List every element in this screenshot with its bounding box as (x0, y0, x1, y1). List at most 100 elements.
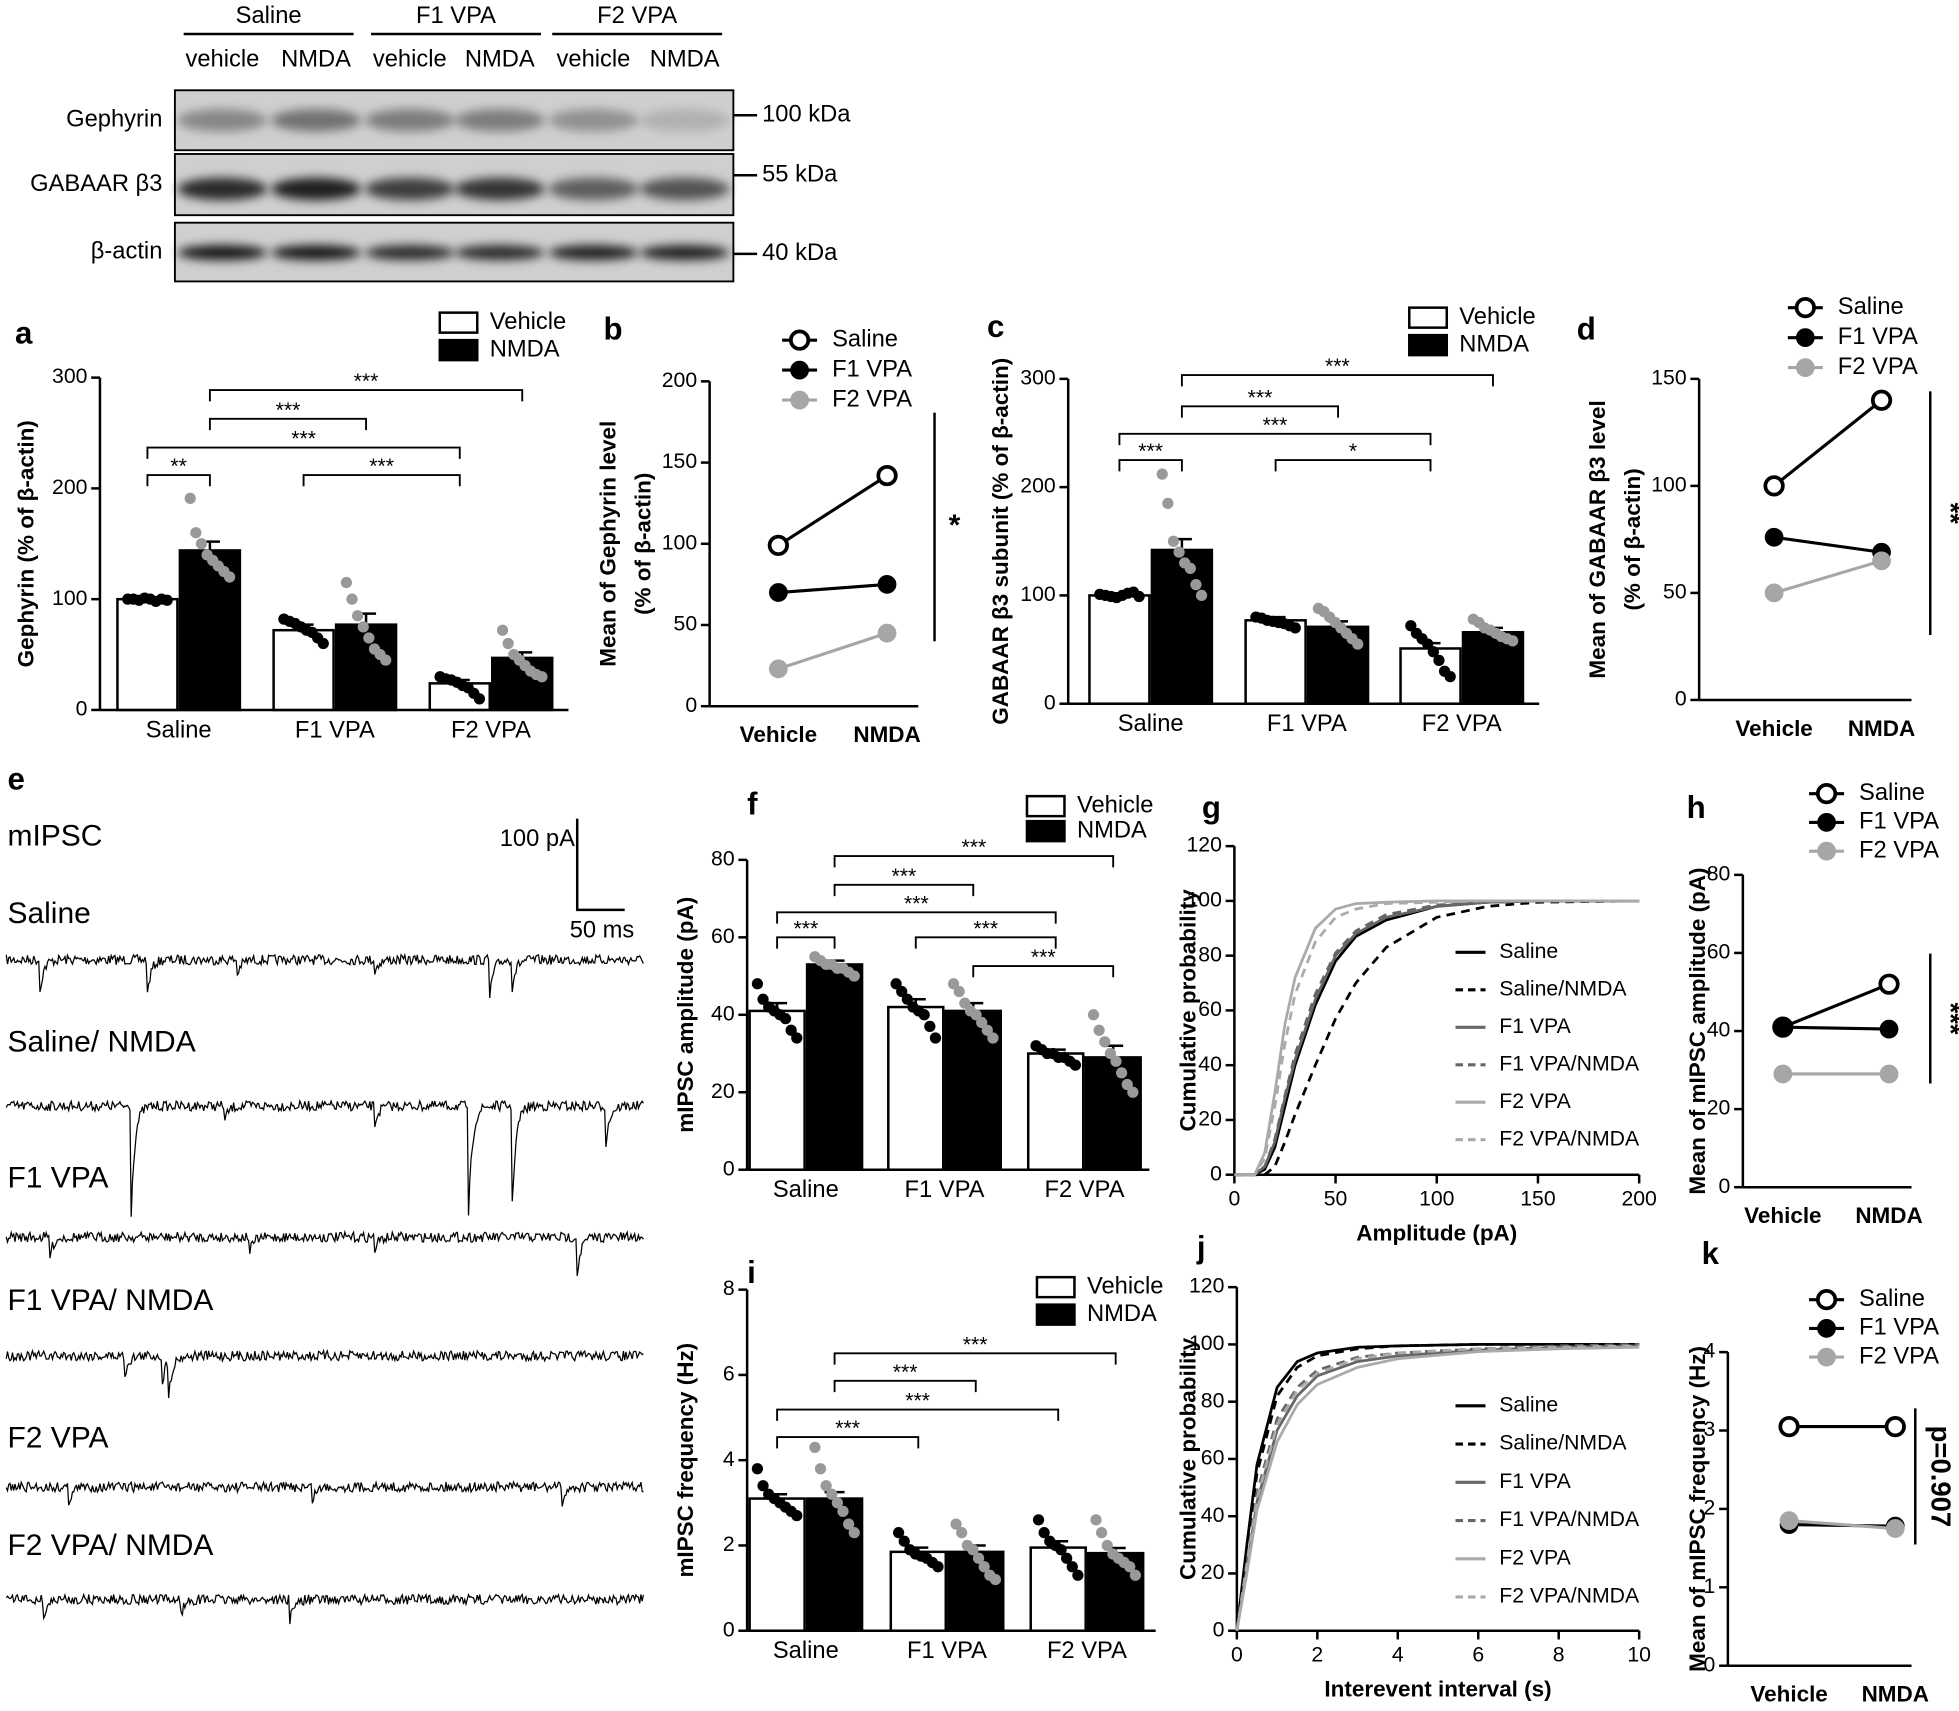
cdf-line (1234, 899, 1640, 1177)
y-tick-label: 2 (1704, 1497, 1716, 1520)
y-tick-label: 20 (1201, 1561, 1225, 1584)
data-point (1190, 578, 1202, 591)
data-point (317, 637, 329, 650)
y-tick-label: 150 (662, 450, 697, 473)
bar (1084, 1056, 1142, 1171)
bar (805, 1497, 864, 1632)
y-tick-label: 50 (674, 613, 698, 636)
legend-label: F1 VPA (1838, 324, 1918, 350)
data-point (1173, 546, 1185, 558)
y-tick-label: 50 (1663, 581, 1687, 604)
data-point (932, 1561, 944, 1573)
bar (805, 963, 864, 1171)
data-point (978, 1561, 990, 1573)
sig-bracket (1118, 432, 1432, 446)
data-point (843, 1518, 855, 1530)
y-axis-label: Cumulative probability (1175, 1337, 1200, 1580)
sig-bracket (1274, 459, 1432, 472)
blot-band (454, 109, 545, 132)
data-point (947, 978, 960, 990)
data-point (768, 659, 788, 679)
trace-label: F2 VPA (7, 1421, 108, 1454)
sig-bracket (146, 446, 461, 459)
legend-marker (1795, 358, 1815, 377)
blot-panel (173, 153, 735, 217)
y-tick-label: 8 (723, 1277, 735, 1300)
y-tick-label: 100 (662, 531, 697, 554)
data-point (890, 978, 902, 990)
scale-y: 100 pA (500, 826, 575, 852)
y-tick-label: 60 (1198, 998, 1222, 1021)
x-tick-label: 10 (1627, 1643, 1651, 1666)
data-point (989, 1573, 1002, 1586)
x-tick-label: NMDA (1848, 716, 1915, 741)
blot-band (271, 109, 362, 132)
sig-label: *** (1263, 414, 1288, 437)
sig-label: *** (973, 917, 998, 940)
lane-label: NMDA (281, 47, 351, 73)
data-point (1061, 1552, 1073, 1564)
y-tick-label: 120 (1189, 1275, 1224, 1298)
data-point (1167, 535, 1180, 547)
panel-letter: i (747, 1255, 756, 1290)
y-tick-label: 0 (1719, 1175, 1731, 1198)
bar (1150, 548, 1214, 705)
trace (5, 1229, 644, 1277)
bar (1026, 1052, 1085, 1171)
data-point (1032, 1514, 1045, 1526)
y-tick-label: 4 (1704, 1340, 1716, 1363)
trace (5, 1348, 644, 1399)
data-point (1778, 1415, 1800, 1438)
group-label: F1 VPA (416, 3, 496, 29)
sig-bracket (776, 1436, 920, 1449)
row-label: Gephyrin (66, 107, 162, 133)
y-tick-label: 0 (76, 698, 88, 721)
data-point (1184, 562, 1196, 574)
cdf-line (1235, 1345, 1640, 1631)
data-point (340, 576, 353, 589)
data-point (1066, 1561, 1078, 1573)
data-point (1289, 622, 1301, 634)
lane-label: NMDA (465, 47, 535, 73)
y-tick-label: 100 (52, 587, 87, 610)
cdf-line (1234, 899, 1640, 1177)
data-point (1093, 1024, 1105, 1036)
y-tick-label: 0 (1210, 1162, 1222, 1185)
sig-bracket (776, 936, 836, 949)
blot-band (364, 109, 455, 132)
blot-band (177, 245, 268, 261)
sig-bracket (146, 474, 211, 487)
y-tick-label: 20 (1707, 1097, 1731, 1120)
legend-label: Saline/NMDA (1499, 977, 1627, 1000)
legend-label: NMDA (490, 336, 560, 362)
cdf-line (1235, 1344, 1640, 1631)
sig-label: *** (1936, 1003, 1959, 1035)
sig-label: *** (354, 370, 379, 393)
blot-band (364, 245, 455, 261)
y-tick-label: 300 (1020, 366, 1055, 389)
lane-label: vehicle (373, 47, 447, 73)
sig-label: *** (963, 1333, 988, 1356)
data-point (791, 1032, 803, 1044)
lane-label: vehicle (557, 47, 631, 73)
data-point (1764, 583, 1784, 603)
data-point (809, 1441, 821, 1454)
marker-label: 100 kDa (762, 102, 851, 128)
data-point (1773, 1064, 1793, 1084)
bar (947, 1550, 1005, 1632)
y-tick-label: 0 (723, 1618, 735, 1641)
x-tick-label: F2 VPA (451, 717, 531, 743)
x-tick-label: NMDA (853, 722, 920, 747)
data-point (1087, 1009, 1100, 1021)
data-point (785, 1024, 797, 1036)
row-label: β-actin (91, 238, 163, 264)
y-tick-label: 40 (711, 1002, 735, 1025)
blot-band (639, 109, 730, 132)
data-point (1433, 654, 1445, 667)
y-tick-label: 80 (711, 847, 735, 870)
sig-bracket (1118, 459, 1183, 472)
trace-label: F1 VPA (7, 1162, 108, 1195)
data-point (901, 993, 913, 1005)
x-tick-label: Saline (1118, 711, 1184, 737)
